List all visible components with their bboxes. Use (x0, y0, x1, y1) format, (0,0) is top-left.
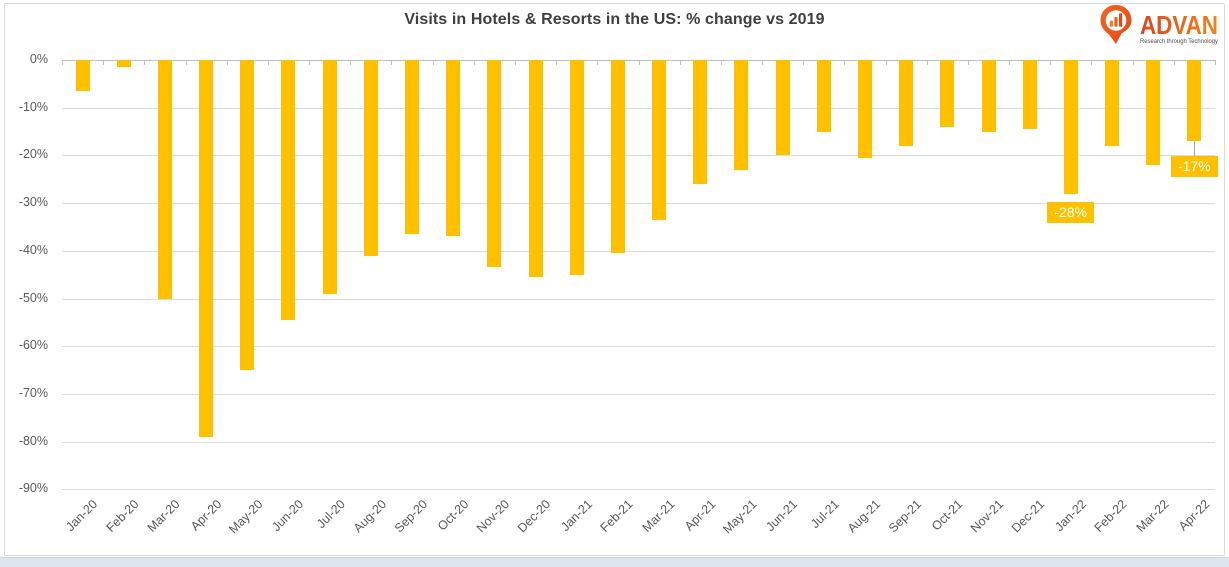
axis-tick (1215, 60, 1216, 65)
bar-dec-21 (1022, 60, 1037, 130)
gridline--70 (62, 393, 1215, 395)
y-label--70: -70% (18, 385, 48, 400)
data-label-apr-22: -17% (1170, 156, 1218, 178)
bar-jun-20 (281, 60, 296, 320)
advan-logo-text: ADVAN (1140, 10, 1218, 40)
bar-apr-21 (693, 60, 708, 185)
y-label--20: -20% (18, 147, 48, 162)
axis-tick (473, 60, 475, 65)
gridline--90 (62, 489, 1215, 491)
bar-feb-20 (116, 60, 131, 68)
bar-apr-20 (199, 60, 214, 437)
bar-feb-21 (610, 60, 625, 254)
y-label--50: -50% (18, 290, 48, 305)
axis-tick (267, 60, 269, 65)
axis-tick (720, 60, 722, 65)
bar-mar-22 (1146, 60, 1161, 165)
axis-tick (556, 60, 558, 65)
y-label--90: -90% (18, 481, 48, 496)
y-label--30: -30% (18, 195, 48, 210)
gridline--40 (62, 250, 1215, 252)
chart-title: Visits in Hotels & Resorts in the US: % … (404, 11, 825, 28)
y-label--40: -40% (18, 242, 48, 257)
axis-tick (1050, 60, 1052, 65)
bar-mar-20 (157, 60, 172, 299)
axis-tick (679, 60, 681, 65)
axis-tick (1009, 60, 1011, 65)
bar-aug-20 (363, 60, 378, 256)
axis-tick (967, 60, 969, 65)
axis-tick (350, 60, 352, 65)
axis-tick (1173, 60, 1175, 65)
bar-nov-21 (981, 60, 996, 132)
bar-oct-21 (940, 60, 955, 127)
axis-tick (803, 60, 805, 65)
bar-sep-20 (405, 60, 420, 235)
advan-logo: ADVAN Research through Technology (1100, 5, 1219, 45)
axis-tick (762, 60, 764, 65)
axis-tick (597, 60, 599, 65)
bar-jan-20 (75, 60, 90, 91)
y-label-0: 0% (29, 52, 48, 66)
y-label--80: -80% (18, 433, 48, 448)
axis-tick (226, 60, 228, 65)
axis-tick (1132, 60, 1134, 65)
axis-tick (432, 60, 434, 65)
advan-pin-icon (1100, 5, 1132, 44)
bar-nov-20 (487, 60, 502, 268)
bar-dec-20 (528, 60, 543, 278)
gridline--20 (62, 155, 1215, 157)
data-label-jan-22: -28% (1047, 201, 1095, 223)
gridline--60 (62, 346, 1215, 348)
axis-tick (185, 60, 187, 65)
bar-mar-21 (652, 60, 667, 220)
gridline--80 (62, 441, 1215, 443)
bar-may-20 (240, 60, 255, 371)
bar-aug-21 (857, 60, 872, 158)
gridline--50 (62, 298, 1215, 300)
bar-jul-20 (322, 60, 337, 294)
axis-tick (844, 60, 846, 65)
advan-bars-icon (1109, 13, 1123, 27)
data-label-leader-line (1194, 141, 1196, 157)
bar-jun-21 (775, 60, 790, 156)
y-label--10: -10% (18, 99, 48, 114)
axis-tick (309, 60, 311, 65)
bar-jan-21 (569, 60, 584, 275)
bar-oct-20 (446, 60, 461, 237)
axis-tick (638, 60, 640, 65)
bar-jan-22 (1063, 60, 1078, 194)
advan-logo-tagline: Research through Technology (1140, 38, 1219, 45)
axis-tick (514, 60, 516, 65)
axis-tick (62, 60, 63, 65)
axis-tick (144, 60, 146, 65)
axis-tick (885, 60, 887, 65)
axis-tick (103, 60, 105, 65)
bar-jul-21 (816, 60, 831, 132)
bar-may-21 (734, 60, 749, 170)
bar-sep-21 (899, 60, 914, 146)
axis-tick (1091, 60, 1093, 65)
gridline--30 (62, 203, 1215, 205)
window-edge-strip (0, 557, 1229, 567)
gridline--10 (62, 107, 1215, 109)
bar-apr-22 (1187, 60, 1202, 142)
bar-feb-22 (1105, 60, 1120, 146)
axis-tick (391, 60, 393, 65)
axis-tick (926, 60, 928, 65)
y-label--60: -60% (18, 338, 48, 353)
